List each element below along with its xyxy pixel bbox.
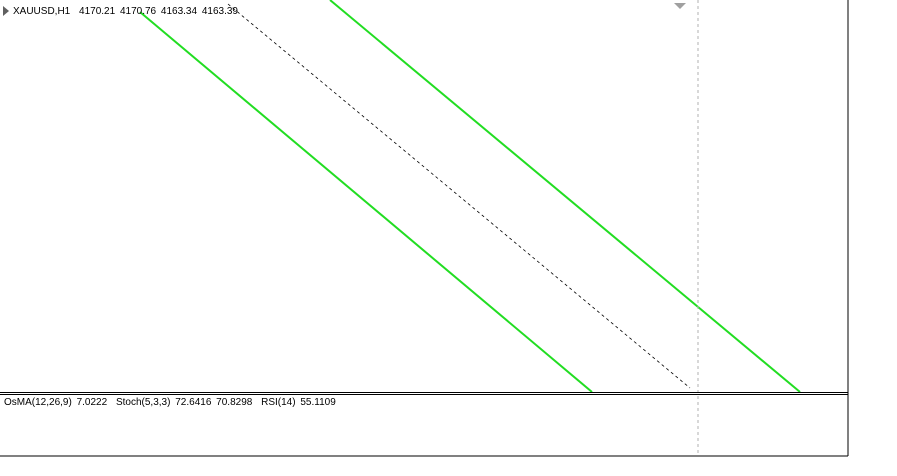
- channel-mid-line: [227, 3, 691, 389]
- channel-line: [139, 11, 593, 393]
- channel-line: [329, 0, 801, 393]
- rsi-value: 55.1109: [300, 397, 336, 408]
- header-low: 4163.34: [161, 6, 198, 17]
- rsi-name: RSI(14): [261, 397, 295, 408]
- stoch-main-value: 72.6416: [175, 397, 212, 408]
- symbol-icon: [3, 6, 9, 16]
- header-high: 4170.76: [120, 6, 157, 17]
- stoch-signal-value: 70.8298: [216, 397, 253, 408]
- symbol: XAUUSD,H1: [13, 6, 71, 17]
- osma-value: 7.0222: [77, 397, 108, 408]
- chart-header: XAUUSD,H1 4170.21 4170.76 4163.34 4163.3…: [13, 6, 238, 17]
- osma-name: OsMA(12,26,9): [4, 397, 72, 408]
- indicator-header: OsMA(12,26,9) 7.0222 Stoch(5,3,3) 72.641…: [4, 397, 336, 408]
- shift-handle[interactable]: [674, 3, 686, 9]
- header-open: 4170.21: [79, 6, 116, 17]
- header-close: 4163.39: [202, 6, 239, 17]
- stoch-name: Stoch(5,3,3): [116, 397, 170, 408]
